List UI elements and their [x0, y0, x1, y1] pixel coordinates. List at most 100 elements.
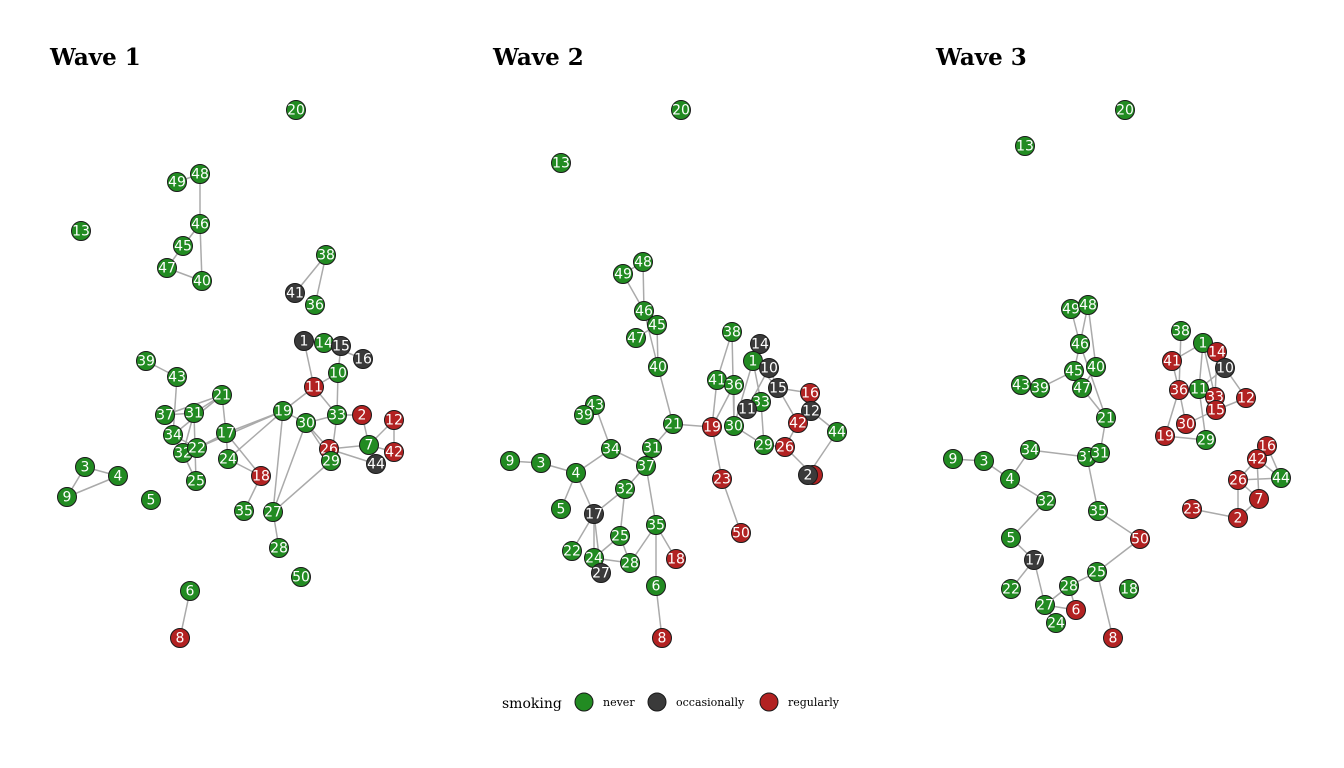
node-10: 10 — [328, 363, 348, 383]
node-circle-21 — [212, 385, 232, 405]
node-11: 11 — [304, 377, 324, 397]
node-circle-13 — [1015, 136, 1035, 156]
node-45: 45 — [647, 315, 667, 335]
node-label-10: 10 — [329, 366, 347, 382]
node-circle-41 — [1162, 351, 1182, 371]
node-46: 46 — [190, 214, 210, 234]
node-29: 29 — [754, 435, 774, 455]
node-label-12: 12 — [802, 404, 820, 420]
edge-25-8 — [1096, 571, 1114, 639]
edge-48-40 — [1087, 304, 1097, 368]
node-circle-33 — [327, 405, 347, 425]
node-label-35: 35 — [235, 504, 253, 520]
node-50: 50 — [291, 567, 311, 587]
node-circle-3 — [75, 457, 95, 477]
node-label-3: 3 — [980, 454, 989, 470]
node-label-31: 31 — [185, 406, 203, 422]
node-circle-29 — [754, 435, 774, 455]
node-circle-19 — [273, 401, 293, 421]
node-circle-6 — [1066, 600, 1086, 620]
node-label-20: 20 — [672, 103, 690, 119]
node-26: 26 — [775, 437, 795, 457]
node-48: 48 — [633, 252, 653, 272]
node-35: 35 — [234, 501, 254, 521]
node-circle-17 — [216, 423, 236, 443]
node-circle-28 — [269, 538, 289, 558]
node-label-5: 5 — [557, 502, 566, 518]
node-label-2: 2 — [1234, 511, 1243, 527]
node-label-18: 18 — [252, 469, 270, 485]
node-label-1: 1 — [1199, 336, 1208, 352]
node-1: 1 — [1193, 333, 1213, 353]
node-42: 42 — [788, 413, 808, 433]
node-12: 12 — [801, 401, 821, 421]
node-48: 48 — [1078, 295, 1098, 315]
node-label-35: 35 — [1089, 504, 1107, 520]
node-circle-21 — [1096, 408, 1116, 428]
node-13: 13 — [71, 221, 91, 241]
node-label-10: 10 — [760, 361, 778, 377]
node-4: 4 — [566, 463, 586, 483]
node-9: 9 — [57, 487, 77, 507]
node-label-40: 40 — [1087, 360, 1105, 376]
node-circle-48 — [190, 164, 210, 184]
node-circle-48 — [1078, 295, 1098, 315]
node-label-46: 46 — [1071, 337, 1089, 353]
node-label-47: 47 — [1073, 381, 1091, 397]
node-label-19: 19 — [703, 420, 721, 436]
node-label-25: 25 — [1088, 565, 1106, 581]
node-circle-27 — [263, 502, 283, 522]
node-17: 17 — [1024, 550, 1044, 570]
node-label-9: 9 — [949, 452, 958, 468]
legend-label-regularly: regularly — [788, 696, 840, 709]
node-circle-34 — [163, 425, 183, 445]
node-label-27: 27 — [264, 505, 282, 521]
node-circle-12 — [384, 410, 404, 430]
node-circle-47 — [1072, 378, 1092, 398]
node-14: 14 — [750, 334, 770, 354]
node-label-37: 37 — [637, 459, 655, 475]
node-label-23: 23 — [1183, 502, 1201, 518]
node-label-27: 27 — [1036, 598, 1054, 614]
node-label-1: 1 — [300, 334, 309, 350]
node-circle-40 — [648, 357, 668, 377]
node-label-12: 12 — [385, 413, 403, 429]
node-circle-21 — [663, 414, 683, 434]
node-circle-40 — [1086, 357, 1106, 377]
node-circle-8 — [1103, 628, 1123, 648]
node-30: 30 — [1176, 414, 1196, 434]
node-18: 18 — [251, 466, 271, 486]
node-13: 13 — [1015, 136, 1035, 156]
node-label-30: 30 — [297, 416, 315, 432]
node-label-43: 43 — [1012, 378, 1030, 394]
node-circle-29 — [1196, 430, 1216, 450]
node-circle-6 — [180, 581, 200, 601]
node-7: 7 — [1249, 489, 1269, 509]
node-30: 30 — [296, 413, 316, 433]
node-label-42: 42 — [1248, 452, 1266, 468]
legend-title: smoking — [502, 696, 562, 712]
node-circle-45 — [647, 315, 667, 335]
node-circle-14 — [750, 334, 770, 354]
node-circle-48 — [633, 252, 653, 272]
node-22: 22 — [1001, 579, 1021, 599]
node-label-29: 29 — [322, 454, 340, 470]
node-2: 2 — [1228, 508, 1248, 528]
node-label-47: 47 — [627, 331, 645, 347]
node-8: 8 — [170, 628, 190, 648]
node-label-28: 28 — [621, 556, 639, 572]
node-circle-9 — [57, 487, 77, 507]
node-circle-23 — [1182, 499, 1202, 519]
node-2: 2 — [798, 465, 818, 485]
node-circle-7 — [1249, 489, 1269, 509]
node-label-49: 49 — [614, 267, 632, 283]
node-15: 15 — [331, 336, 351, 356]
node-circle-32 — [615, 479, 635, 499]
node-circle-10 — [328, 363, 348, 383]
node-circle-32 — [1036, 491, 1056, 511]
node-20: 20 — [1115, 100, 1135, 120]
node-label-38: 38 — [1172, 324, 1190, 340]
node-label-22: 22 — [1002, 582, 1020, 598]
node-circle-24 — [1046, 613, 1066, 633]
